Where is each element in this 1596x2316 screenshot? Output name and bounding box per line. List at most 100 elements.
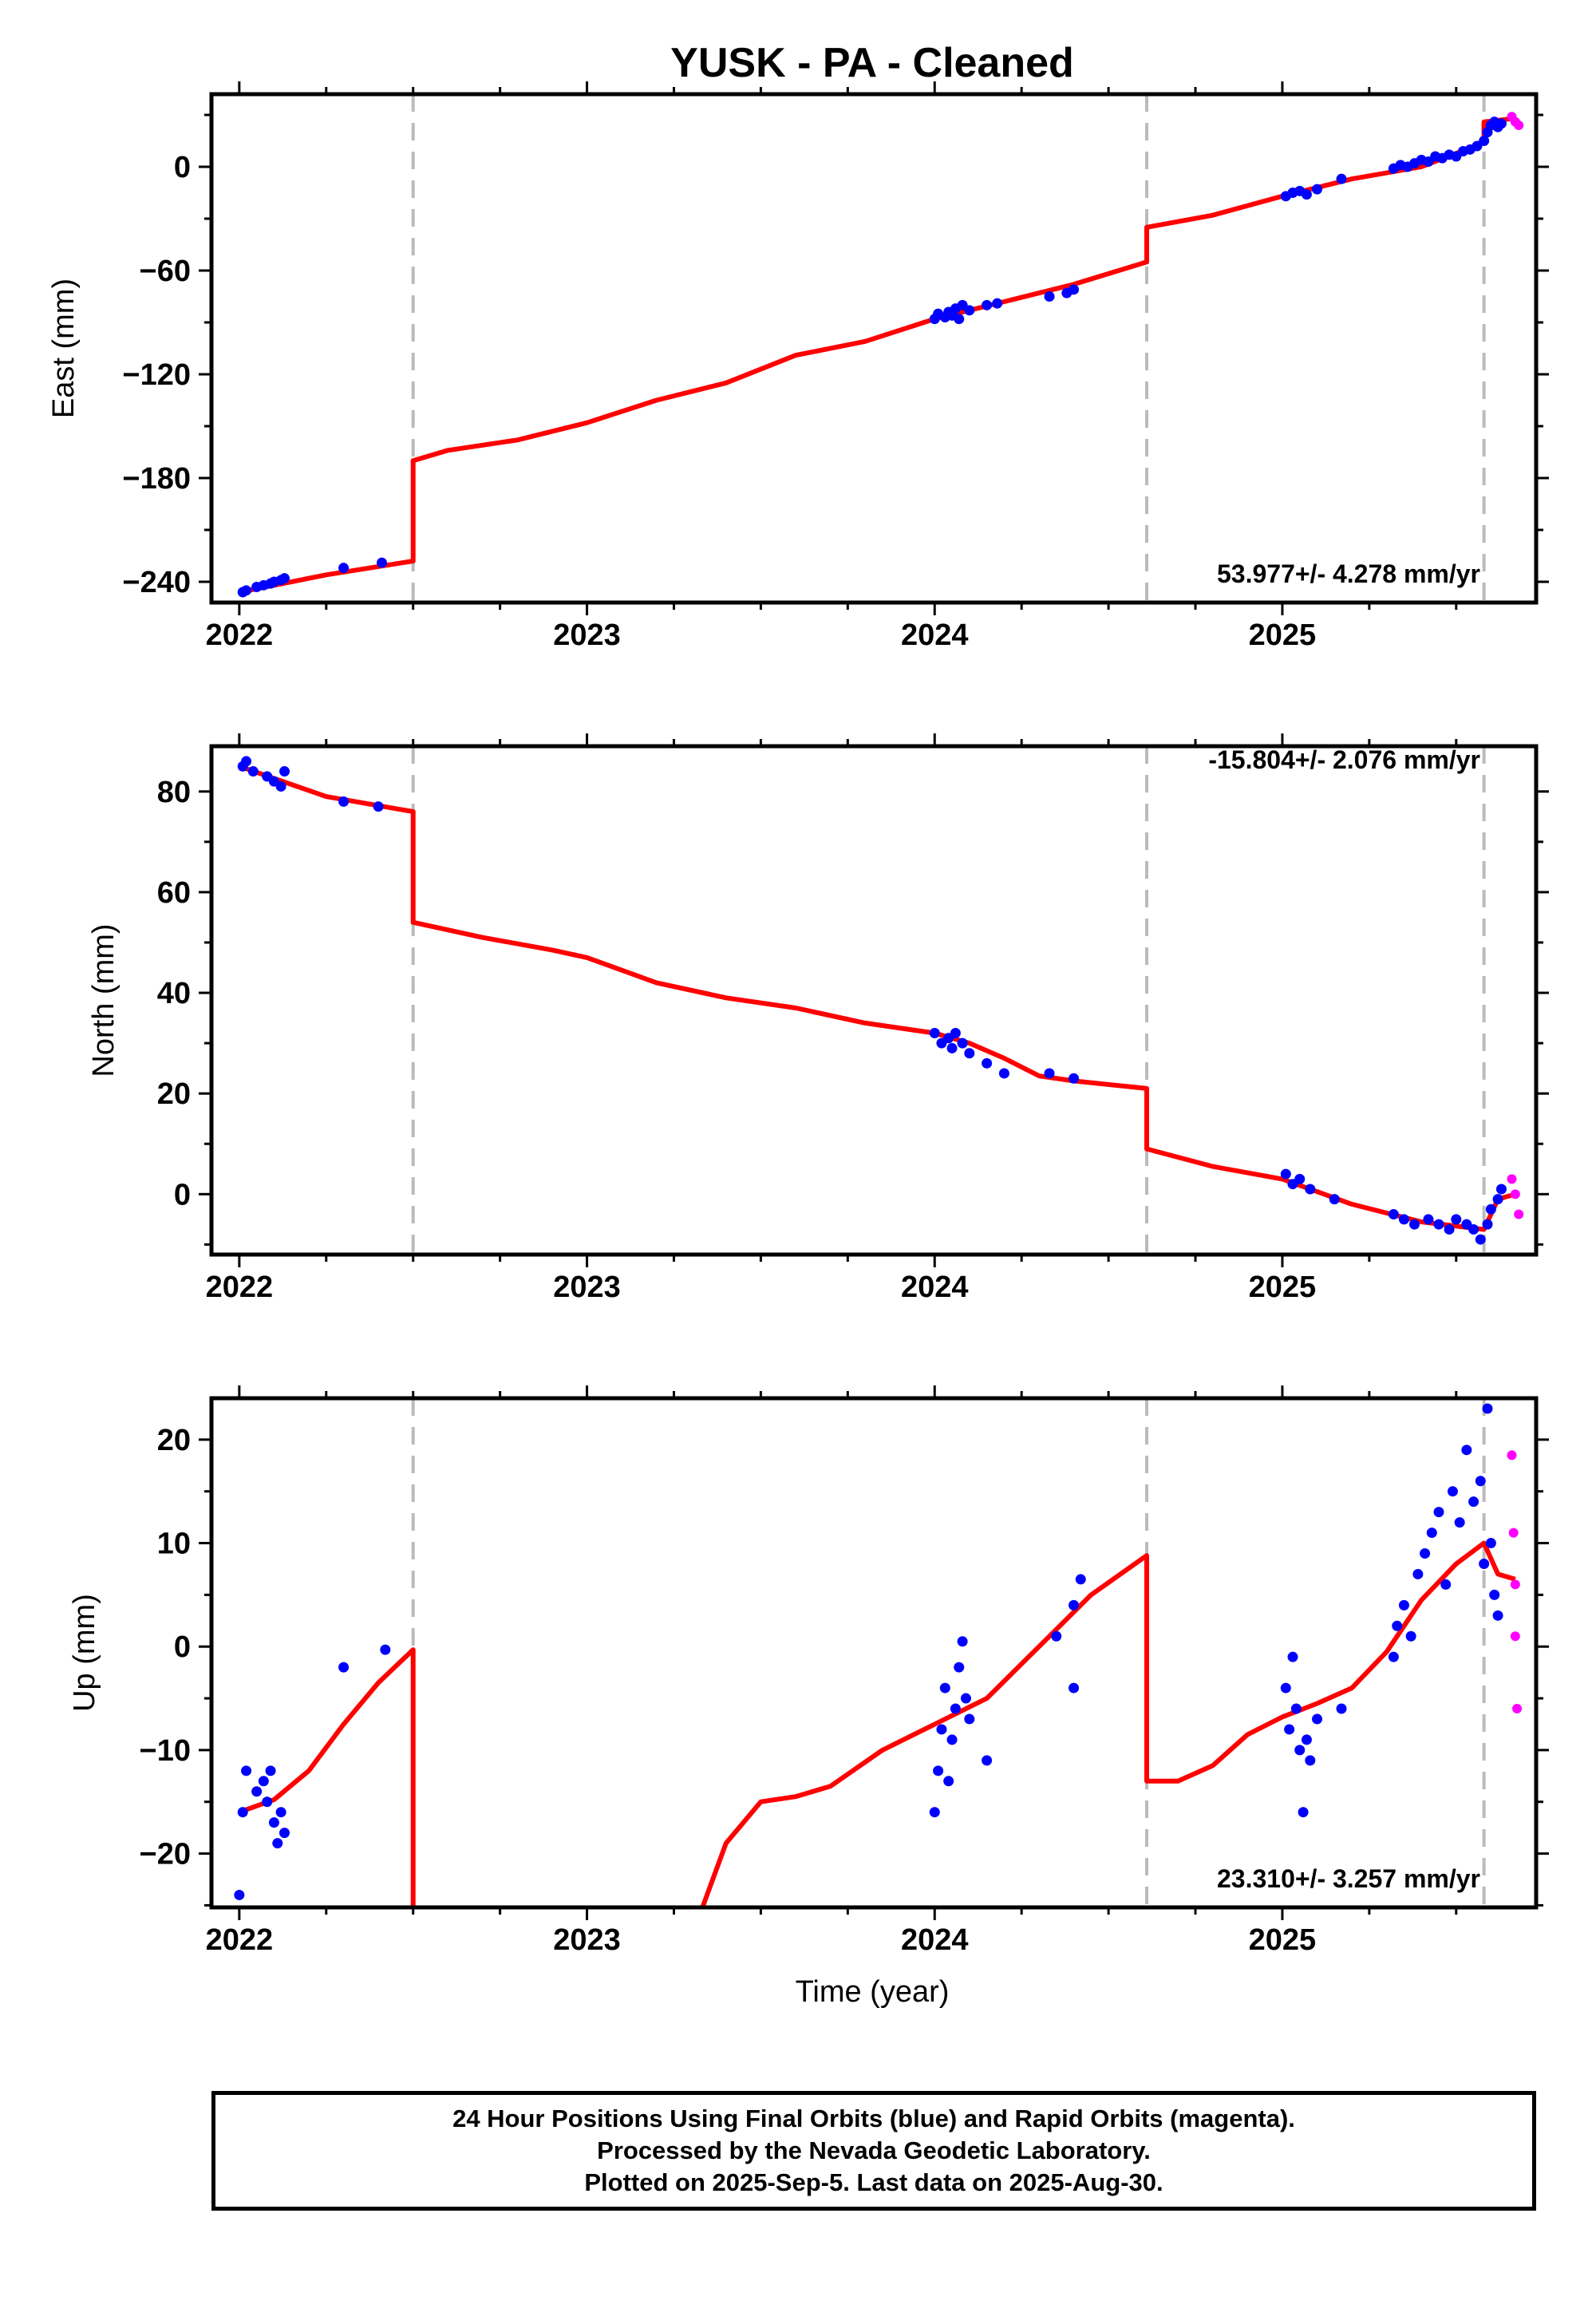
- up-final-point: [982, 1755, 993, 1766]
- up-final-point: [1492, 1610, 1503, 1621]
- up-final-point: [1475, 1476, 1486, 1487]
- north-final-point: [1482, 1219, 1493, 1230]
- north-x-tick-label: 2023: [553, 1271, 621, 1304]
- up-y-tick-label: −20: [140, 1838, 191, 1871]
- up-final-point: [1485, 1538, 1496, 1549]
- up-rapid-point: [1510, 1631, 1520, 1642]
- east-panel: 2022 2023 2024 2025 0 −60 −120 −180 −240 East (mm…: [47, 81, 1549, 652]
- up-final-point: [262, 1796, 273, 1808]
- up-final-point: [272, 1838, 283, 1849]
- east-final-point: [1312, 184, 1323, 195]
- up-final-point: [1284, 1724, 1295, 1735]
- east-y-tick-label: −120: [122, 358, 191, 392]
- north-final-point: [929, 1027, 940, 1038]
- east-final-point: [1044, 291, 1055, 302]
- north-y-tick-label: 60: [157, 876, 191, 910]
- up-final-point: [251, 1786, 263, 1797]
- east-final-point: [1495, 118, 1507, 129]
- north-final-point: [1451, 1214, 1462, 1225]
- up-final-point: [265, 1765, 276, 1777]
- east-x-tick-label: 2025: [1249, 619, 1317, 652]
- up-final-point: [950, 1703, 961, 1714]
- north-y-tick-label: 20: [157, 1077, 191, 1111]
- north-final-point: [1398, 1214, 1409, 1225]
- up-final-point: [954, 1662, 965, 1673]
- east-final-point: [279, 573, 290, 584]
- north-final-point: [982, 1057, 993, 1069]
- up-final-point: [1392, 1620, 1403, 1631]
- east-rate-label: 53.977+/- 4.278 mm/yr: [1217, 559, 1480, 588]
- up-final-point: [1287, 1651, 1298, 1662]
- up-final-point: [936, 1724, 947, 1735]
- up-rate-label: 23.310+/- 3.257 mm/yr: [1217, 1864, 1480, 1893]
- east-final-point: [1069, 284, 1080, 295]
- east-final-point: [964, 305, 975, 316]
- up-final-point: [1298, 1807, 1309, 1818]
- north-rapid-point: [1507, 1174, 1517, 1184]
- up-frame: [209, 1396, 1539, 1910]
- up-final-point: [1489, 1589, 1500, 1600]
- up-final-point: [1433, 1507, 1444, 1518]
- up-final-point: [946, 1734, 958, 1745]
- north-final-point: [338, 796, 350, 807]
- north-final-point: [241, 756, 252, 767]
- east-x-tick-label: 2023: [553, 619, 621, 652]
- east-y-tick-label: −240: [122, 566, 191, 599]
- up-final-point: [1312, 1713, 1323, 1725]
- up-y-tick-label: −10: [140, 1734, 191, 1768]
- up-final-point: [943, 1776, 954, 1787]
- up-final-point: [964, 1713, 975, 1725]
- up-plot-area: [234, 1403, 1523, 1907]
- up-final-point: [1447, 1486, 1458, 1497]
- east-final-point: [338, 563, 350, 574]
- east-y-tick-label: 0: [174, 151, 191, 184]
- north-final-point: [275, 781, 286, 792]
- up-final-point: [1336, 1703, 1347, 1714]
- up-final-point: [1440, 1579, 1452, 1590]
- north-final-point: [1444, 1223, 1455, 1235]
- north-plot-area: [237, 756, 1524, 1245]
- north-final-point: [1280, 1168, 1291, 1180]
- east-final-point: [1479, 136, 1490, 146]
- north-final-point: [1044, 1068, 1055, 1079]
- north-rapid-point: [1510, 1189, 1520, 1199]
- north-y-tick-label: 80: [157, 776, 191, 809]
- north-final-point: [1423, 1214, 1434, 1225]
- north-final-point: [1492, 1194, 1503, 1205]
- up-final-point: [1294, 1745, 1306, 1756]
- up-final-point: [1482, 1403, 1493, 1414]
- east-x-tick-label: 2024: [901, 619, 969, 652]
- north-final-point: [1329, 1194, 1340, 1205]
- up-final-point: [1420, 1548, 1431, 1559]
- up-final-point: [1461, 1445, 1472, 1456]
- up-final-point: [380, 1644, 391, 1655]
- up-final-point: [1468, 1496, 1479, 1508]
- up-final-point: [338, 1662, 350, 1673]
- up-y-tick-label: 20: [157, 1424, 191, 1457]
- up-final-point: [1301, 1734, 1312, 1745]
- north-final-point: [373, 801, 384, 812]
- up-final-point: [237, 1807, 248, 1818]
- up-final-point: [1454, 1517, 1465, 1528]
- up-model-line: [238, 1540, 1516, 1907]
- east-final-point: [992, 298, 1003, 309]
- up-final-point: [275, 1807, 286, 1818]
- east-final-point: [1336, 173, 1347, 184]
- east-rapid-point: [1514, 121, 1524, 130]
- up-final-point: [268, 1817, 279, 1828]
- up-final-point: [1412, 1568, 1424, 1579]
- up-rapid-point: [1508, 1528, 1519, 1538]
- up-final-point: [241, 1765, 252, 1777]
- north-final-point: [279, 766, 290, 777]
- up-final-point: [1069, 1599, 1080, 1611]
- up-y-axis-label: Up (mm): [68, 1594, 101, 1712]
- north-x-tick-label: 2025: [1249, 1271, 1317, 1304]
- caption-line-3: Plotted on 2025-Sep-5. Last data on 2025…: [584, 2168, 1163, 2196]
- north-y-tick-label: 40: [157, 977, 191, 1010]
- north-y-tick-label: 0: [174, 1178, 191, 1211]
- north-final-point: [1409, 1219, 1420, 1230]
- north-final-point: [1433, 1219, 1444, 1230]
- east-frame: [209, 92, 1539, 605]
- north-final-point: [1294, 1173, 1306, 1184]
